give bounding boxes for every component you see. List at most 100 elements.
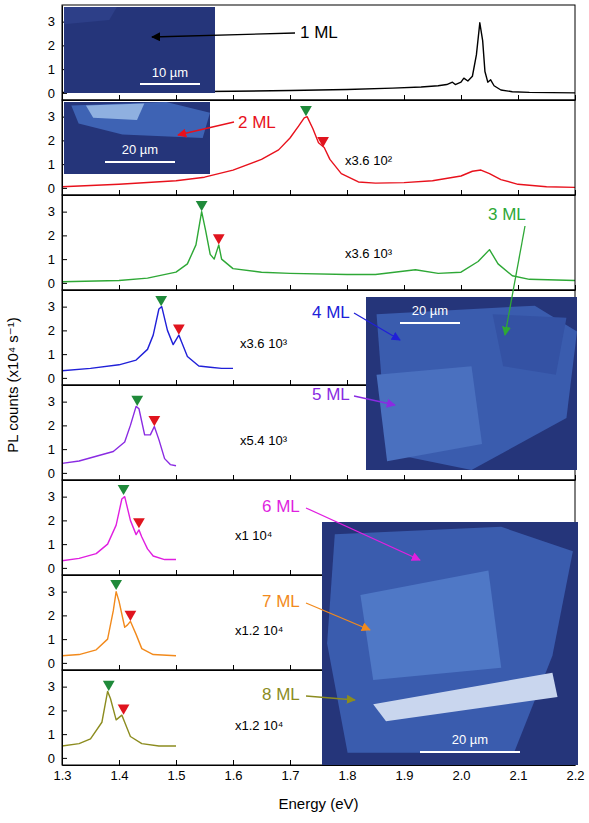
layer-label: 1 ML: [300, 23, 338, 42]
x-tick: [575, 285, 576, 290]
x-tick-label: 1.8: [338, 768, 356, 783]
y-tick-mark: [62, 687, 67, 688]
y-tick-mark: [62, 734, 67, 735]
x-tick-mark: [119, 380, 120, 385]
x-tick-mark: [404, 95, 405, 100]
y-tick-label: 2: [48, 323, 55, 338]
x-tick: [290, 95, 291, 100]
y-tick-label: 3: [48, 394, 55, 409]
x-tick-mark: [233, 570, 234, 575]
x-tick: [176, 285, 177, 290]
x-tick-label: 2.2: [566, 768, 584, 783]
scale-bar-label: 20 µm: [122, 142, 158, 157]
layer-label: 7 ML: [262, 592, 300, 611]
peak-marker: [118, 485, 130, 495]
plot-area: [62, 201, 575, 282]
y-tick: 0: [48, 276, 67, 291]
scale-factor: x1.2 10⁴: [235, 623, 283, 638]
figure: 01230123x3.6 10²0123x3.6 10³0123x3.6 10³…: [0, 0, 589, 823]
x-tick: [233, 285, 234, 290]
layer-label: 5 ML: [312, 385, 350, 404]
inset-flake: [373, 673, 557, 722]
y-tick-label: 3: [48, 489, 55, 504]
y-axis: 0123: [48, 196, 67, 291]
y-tick-mark: [62, 212, 67, 213]
spectrum-line: [62, 497, 176, 561]
x-tick: [119, 665, 120, 670]
y-tick-mark: [62, 544, 67, 545]
x-tick: [575, 475, 576, 480]
x-tick-label: 1.5: [167, 768, 185, 783]
y-tick-mark: [62, 235, 67, 236]
label-arrow: [306, 696, 355, 700]
y-axis-line: [62, 481, 63, 576]
y-tick-label: 1: [48, 347, 55, 362]
y-axis: 0123: [48, 576, 67, 671]
inset-background: [64, 7, 215, 93]
y-tick: 2: [48, 228, 67, 243]
x-tick: [176, 570, 177, 575]
x-tick: [575, 95, 576, 100]
y-tick-mark: [62, 497, 67, 498]
y-tick-mark: [62, 330, 67, 331]
y-tick-mark: [62, 449, 67, 450]
scale-factor: x3.6 10²: [345, 153, 393, 168]
label-arrow: [354, 313, 400, 340]
x-tick-mark: [233, 475, 234, 480]
x-tick: [176, 665, 177, 670]
x-tick-label: 2.1: [509, 768, 527, 783]
x-tick-mark: [290, 570, 291, 575]
x-tick: [119, 285, 120, 290]
scale-factor: x1 10⁴: [235, 528, 272, 543]
y-tick: 2: [48, 418, 67, 433]
x-tick-mark: [290, 380, 291, 385]
x-axis-title: Energy (eV): [278, 795, 358, 812]
peak-marker: [317, 137, 329, 147]
layer-label: 2 ML: [238, 113, 276, 132]
y-tick-label: 2: [48, 133, 55, 148]
y-tick-mark: [62, 93, 67, 94]
y-tick-mark: [62, 615, 67, 616]
y-tick-mark: [62, 307, 67, 308]
x-tick-mark: [575, 285, 576, 290]
x-tick-mark: [461, 190, 462, 195]
y-tick: 0: [48, 656, 67, 671]
x-tick: [290, 570, 291, 575]
y-tick-label: 1: [48, 727, 55, 742]
x-tick: 1.4: [110, 760, 128, 783]
inset-flake: [86, 103, 144, 120]
x-tick-mark: [176, 95, 177, 100]
y-tick: 0: [48, 751, 67, 766]
plot-frame: [62, 5, 575, 100]
y-tick-label: 2: [48, 513, 55, 528]
y-tick: 2: [48, 513, 67, 528]
x-tick-label: 1.6: [224, 768, 242, 783]
x-tick-label: 1.7: [281, 768, 299, 783]
label-arrow: [354, 396, 395, 405]
inset-flake: [377, 366, 483, 461]
y-tick-mark: [62, 592, 67, 593]
x-tick-mark: [404, 190, 405, 195]
y-tick: 3: [48, 489, 67, 504]
x-tick-mark: [290, 760, 291, 765]
panel: 0123x3.6 10³: [48, 195, 576, 291]
peak-marker: [118, 705, 130, 715]
inset-flake: [493, 314, 567, 375]
y-tick: 0: [48, 371, 67, 386]
label-arrow: [306, 603, 370, 630]
y-tick: 0: [48, 181, 67, 196]
x-tick-mark: [176, 665, 177, 670]
y-tick-label: 0: [48, 371, 55, 386]
x-tick: 1.6: [224, 760, 242, 783]
y-axis-line: [62, 6, 63, 101]
y-tick: 1: [48, 347, 67, 362]
label-arrow: [306, 508, 420, 560]
peak-marker: [196, 201, 208, 211]
x-tick-mark: [290, 190, 291, 195]
y-axis: 0123: [48, 291, 67, 386]
peak-marker: [300, 106, 312, 116]
x-tick: [176, 475, 177, 480]
inset-image: 20 µm: [322, 522, 578, 765]
inset-flake: [377, 306, 577, 470]
x-axis-line: [63, 765, 576, 766]
